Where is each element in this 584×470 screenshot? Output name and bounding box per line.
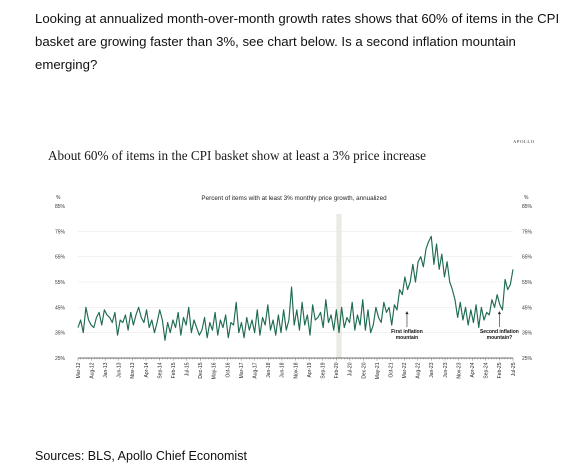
chart-subtitle: Percent of items with at least 3% monthl… [201, 195, 387, 202]
x-tick-label: Feb-15 [171, 362, 177, 378]
x-tick-label: Mar-22 [402, 362, 408, 378]
series-line [77, 235, 514, 341]
line-chart: 25% 25% 35% 35% 45% 45% 55% 55% 65% 65% 75% 75% 85% 8… [55, 195, 533, 379]
x-tick-label: Jul-25 [511, 362, 517, 376]
x-tick-label: Jan-23 [429, 362, 435, 378]
y-tick-right-65: 65% [522, 255, 533, 261]
x-tick-label: Nov-13 [130, 362, 136, 378]
annotation-label-1-line2: mountain [396, 335, 419, 341]
y-tick-right-75: 75% [522, 229, 533, 235]
annotation-label-1-line1: First inflation [391, 329, 423, 335]
y-tick-left-65: 65% [55, 255, 66, 261]
y-tick-left-85: 85% [55, 204, 66, 210]
x-tick-label: Oct-21 [388, 362, 394, 377]
apollo-logo: APOLLO [513, 139, 535, 144]
x-axis-labels: Mar-12 Aug-12 Jan-13 Jun-13 Nov-13 Apr-14 Sep-… [76, 362, 517, 379]
x-tick-label: Jun-13 [117, 362, 123, 378]
x-tick-label: Jun-18 [280, 362, 286, 378]
x-tick-label: Nov-23 [456, 362, 462, 378]
x-tick-label: Apr-24 [470, 362, 476, 377]
x-tick-label: Jun-23 [443, 362, 449, 378]
annotation-arrowhead-2 [497, 311, 502, 315]
x-tick-label: Dec-15 [198, 362, 204, 378]
y-tick-right-25: 25% [522, 356, 533, 362]
x-tick-label: May-21 [375, 362, 381, 379]
y-axis-labels: 25% 25% 35% 35% 45% 45% 55% 55% 65% 65% 75% 75% 85% 8… [55, 204, 533, 362]
y-tick-right-45: 45% [522, 305, 533, 311]
y-tick-left-25: 25% [55, 356, 66, 362]
x-tick-label: Aug-22 [416, 362, 422, 378]
x-tick-label: Jan-18 [266, 362, 272, 378]
x-tick-label: May-16 [212, 362, 218, 379]
x-tick-label: Oct-16 [225, 362, 231, 377]
y-tick-left-35: 35% [55, 331, 66, 337]
x-tick-label: Apr-14 [144, 362, 150, 377]
y-tick-right-55: 55% [522, 280, 533, 286]
x-tick-label: Mar-17 [239, 362, 245, 378]
chart-gridlines [78, 231, 513, 333]
x-tick-label: Mar-12 [76, 362, 82, 378]
sources-note: Sources: BLS, Apollo Chief Economist [35, 449, 247, 463]
y-tick-right-35: 35% [522, 331, 533, 337]
x-tick-label: Aug-12 [89, 362, 95, 378]
annotation-arrowhead-1 [405, 311, 409, 315]
x-tick-label: Nov-18 [293, 362, 299, 378]
x-tick-label: Jul-15 [185, 362, 191, 376]
x-tick-label: Sep-24 [484, 362, 490, 378]
x-tick-label: Jul-20 [348, 362, 354, 376]
y-unit-right: % [524, 195, 529, 201]
covid-shaded-period [336, 214, 342, 358]
x-tick-label: Dec-20 [361, 362, 367, 378]
chart-title: About 60% of items in the CPI basket sho… [48, 148, 426, 163]
annotation-label-2-line1: Second inflation [480, 329, 519, 335]
y-tick-right-85: 85% [522, 204, 533, 210]
y-tick-left-55: 55% [55, 280, 66, 286]
x-tick-label: Apr-19 [307, 362, 313, 377]
y-tick-left-75: 75% [55, 229, 66, 235]
x-tick-label: Sep-14 [157, 362, 163, 378]
intro-text: Looking at annualized month-over-month g… [35, 11, 560, 72]
x-tick-label: Jan-13 [103, 362, 109, 378]
x-axis-ticks [77, 358, 514, 361]
x-tick-label: Feb-25 [497, 362, 503, 378]
y-unit-left: % [56, 195, 61, 201]
x-tick-label: Feb-20 [334, 362, 340, 378]
x-tick-label: Aug-17 [253, 362, 259, 378]
y-tick-left-45: 45% [55, 305, 66, 311]
annotation-label-2-line2: mountain? [487, 335, 513, 341]
x-tick-label: Sep-19 [320, 362, 326, 378]
